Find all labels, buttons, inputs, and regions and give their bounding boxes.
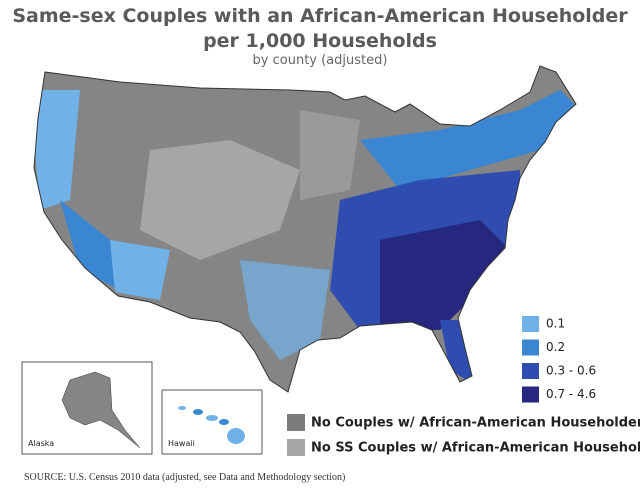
subtitle: by county (adjusted) <box>253 53 388 68</box>
legend-label: 0.2 <box>546 340 565 354</box>
legend-label: 0.7 - 4.6 <box>546 387 596 401</box>
inset-label: Alaska <box>28 439 54 448</box>
legend-label: 0.3 - 0.6 <box>546 364 596 378</box>
inset-label: Hawaii <box>168 439 195 448</box>
alaska-shape <box>61 371 141 449</box>
legend-swatch <box>287 414 305 431</box>
us-map <box>34 66 576 392</box>
source: SOURCE: U.S. Census 2010 data (adjusted,… <box>24 472 345 483</box>
legend-swatch <box>522 339 539 356</box>
legend-swatch <box>522 316 539 332</box>
hawaii-inset <box>161 389 263 455</box>
title: per 1,000 Households <box>203 30 437 52</box>
hawaii-shape <box>178 406 245 444</box>
us-outline <box>33 65 577 393</box>
title: Same-sex Couples with an African-America… <box>12 5 628 27</box>
legend-label: No Couples w/ African-American Household… <box>311 416 640 431</box>
legend-label: No SS Couples w/ African-American Househ… <box>311 441 640 456</box>
legend-label: 0.1 <box>546 317 565 331</box>
legend-swatch <box>522 386 539 403</box>
legend-swatch <box>287 439 305 456</box>
legend-swatch <box>522 363 539 379</box>
